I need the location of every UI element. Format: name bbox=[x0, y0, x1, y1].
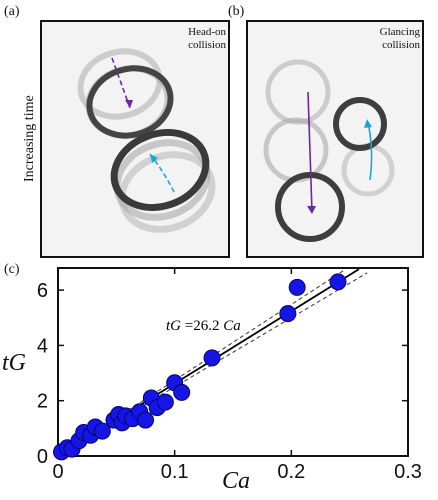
x-axis-title: Ca bbox=[222, 468, 251, 494]
data-point bbox=[156, 393, 174, 411]
y-tick-label: 2 bbox=[37, 391, 48, 413]
fit-equation-label: tG =26.2 Ca bbox=[166, 318, 241, 334]
data-point bbox=[203, 349, 221, 367]
x-tick-label: 0.1 bbox=[161, 461, 189, 483]
fit-label-text: =26.2 bbox=[181, 318, 223, 334]
y-tick-label: 6 bbox=[37, 280, 48, 302]
data-point bbox=[329, 273, 347, 291]
x-tick-label: 0.3 bbox=[394, 461, 422, 483]
x-tick-label: 0 bbox=[52, 461, 63, 483]
head-on-bubbles-image bbox=[77, 48, 216, 233]
data-point bbox=[279, 305, 297, 323]
head-on-caption-line1: Head-on bbox=[188, 26, 226, 38]
glancing-collision-photo bbox=[246, 20, 424, 258]
head-on-caption-line2: collision bbox=[188, 39, 226, 51]
y-tick-label: 0 bbox=[37, 446, 48, 468]
glancing-caption: Glancing collision bbox=[352, 26, 420, 52]
data-point bbox=[173, 383, 191, 401]
panel-a-label: (a) bbox=[4, 4, 20, 19]
fit-label-prefix: tG bbox=[166, 318, 181, 334]
glancing-bubbles-image bbox=[263, 59, 395, 242]
panel-c-label: (c) bbox=[4, 262, 20, 277]
head-on-caption: Head-on collision bbox=[160, 26, 226, 52]
data-point bbox=[93, 422, 111, 440]
head-on-collision-photo bbox=[40, 20, 230, 258]
glancing-caption-line2: collision bbox=[382, 39, 420, 51]
glancing-caption-line1: Glancing bbox=[379, 26, 420, 38]
x-tick-label: 0.2 bbox=[277, 461, 305, 483]
panel-b-label: (b) bbox=[228, 4, 245, 19]
y-axis-title: tG bbox=[2, 350, 26, 376]
data-point bbox=[137, 411, 154, 429]
y-tick-label: 4 bbox=[37, 335, 48, 357]
data-point bbox=[288, 278, 306, 296]
fit-label-suffix: Ca bbox=[223, 318, 241, 334]
plot-frame bbox=[57, 267, 409, 457]
